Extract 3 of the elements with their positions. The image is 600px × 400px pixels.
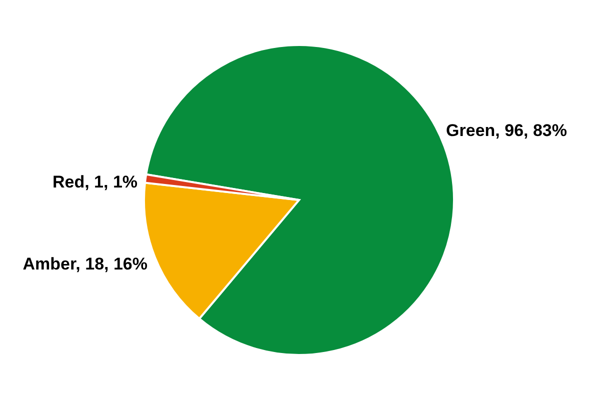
slice-label: Green, 96, 83% [446,120,568,140]
slice-label: Red, 1, 1% [52,172,138,192]
slice-label: Amber, 18, 16% [22,254,148,274]
